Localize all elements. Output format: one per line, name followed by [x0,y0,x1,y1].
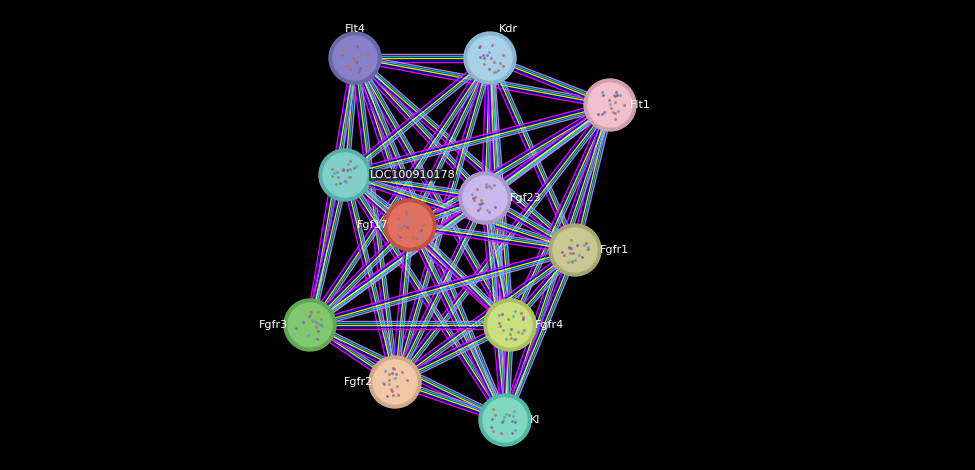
Circle shape [333,36,377,80]
Circle shape [553,228,597,272]
Circle shape [329,32,381,84]
Circle shape [479,394,531,446]
Text: Fgfr1: Fgfr1 [600,245,629,255]
Circle shape [323,153,367,197]
Circle shape [288,303,332,347]
Text: Fgf17: Fgf17 [357,220,388,230]
Circle shape [388,203,432,247]
Circle shape [464,32,516,84]
Text: Fgfr4: Fgfr4 [535,320,565,330]
Circle shape [284,299,336,351]
Circle shape [373,360,417,404]
Text: Kdr: Kdr [498,24,518,34]
Text: Flt1: Flt1 [630,100,651,110]
Circle shape [459,172,511,224]
Text: Fgfr2: Fgfr2 [344,377,373,387]
Circle shape [463,176,507,220]
Text: Kl: Kl [530,415,540,425]
Text: Fgf23: Fgf23 [510,193,542,203]
Text: Flt4: Flt4 [344,24,366,34]
Circle shape [319,149,371,201]
Circle shape [484,299,536,351]
Circle shape [588,83,632,127]
Circle shape [483,398,527,442]
Circle shape [468,36,512,80]
Circle shape [584,79,636,131]
Text: LOC100910178: LOC100910178 [370,170,455,180]
Circle shape [369,356,421,408]
Circle shape [488,303,532,347]
Text: Fgfr3: Fgfr3 [259,320,288,330]
Circle shape [384,199,436,251]
Circle shape [549,224,601,276]
